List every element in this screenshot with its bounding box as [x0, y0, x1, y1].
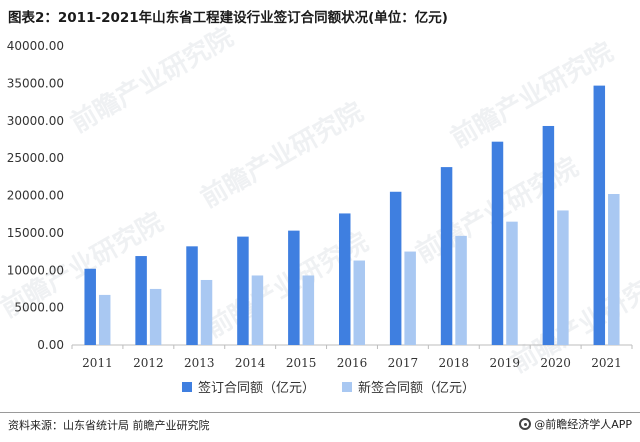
- brand-label: @前瞻经济学人APP: [519, 416, 632, 432]
- bar-signed-contract: [593, 85, 606, 346]
- x-tick-label: 2019: [489, 356, 520, 370]
- bar-new-contract: [149, 288, 162, 345]
- bar-signed-contract: [135, 256, 147, 345]
- y-tick-label: 40000.00: [7, 39, 64, 53]
- legend-label: 签订合同额（亿元）: [198, 380, 315, 396]
- brand-text: @前瞻经济学人APP: [534, 418, 632, 431]
- x-tick-label: 2020: [540, 356, 571, 370]
- bar-signed-contract: [288, 230, 300, 345]
- bar-new-contract: [557, 210, 569, 345]
- bar-new-contract: [200, 279, 213, 345]
- bar-new-contract: [302, 275, 315, 345]
- bar-new-contract: [98, 294, 111, 345]
- bar-signed-contract: [440, 167, 453, 345]
- source-note: 资料来源：山东省统计局 前瞻产业研究院: [8, 419, 210, 432]
- x-tick-label: 2021: [591, 356, 622, 370]
- legend-label: 新签合同额（亿元）: [358, 380, 475, 396]
- x-tick-label: 2018: [439, 356, 470, 370]
- y-tick-label: 0.00: [37, 338, 64, 352]
- x-tick-label: 2012: [133, 356, 164, 370]
- x-tick-label: 2013: [184, 356, 215, 370]
- x-tick-label: 2011: [82, 356, 113, 370]
- y-tick-label: 10000.00: [7, 263, 64, 277]
- bar-signed-contract: [237, 236, 249, 345]
- bar-new-contract: [506, 221, 518, 345]
- y-tick-label: 25000.00: [7, 151, 64, 165]
- y-tick-label: 30000.00: [7, 114, 64, 128]
- bar-signed-contract: [389, 191, 402, 345]
- bar-new-contract: [608, 194, 620, 345]
- x-tick-label: 2015: [286, 356, 317, 370]
- y-tick-label: 35000.00: [7, 76, 64, 90]
- y-tick-label: 20000.00: [7, 189, 64, 203]
- legend-swatch: [182, 382, 192, 392]
- y-tick-label: 5000.00: [14, 301, 64, 315]
- bar-new-contract: [353, 260, 365, 345]
- legend-swatch: [342, 382, 352, 392]
- y-tick-label: 15000.00: [7, 226, 64, 240]
- bar-signed-contract: [339, 213, 351, 345]
- bar-new-contract: [455, 235, 467, 345]
- x-tick-label: 2016: [337, 356, 368, 370]
- bar-signed-contract: [542, 125, 555, 345]
- footer-divider: [0, 412, 640, 413]
- bar-new-contract: [404, 251, 416, 345]
- x-tick-label: 2014: [235, 356, 266, 370]
- chart-title: 图表2：2011-2021年山东省工程建设行业签订合同额状况(单位：亿元): [8, 10, 448, 26]
- brand-logo-icon: [519, 418, 532, 430]
- bar-signed-contract: [491, 141, 504, 345]
- bar-signed-contract: [186, 246, 198, 345]
- x-tick-label: 2017: [388, 356, 419, 370]
- bar-signed-contract: [84, 268, 96, 345]
- bar-new-contract: [251, 275, 264, 345]
- bar-chart: 0.00 5000.00 10000.00 15000.00 20000.00 25000…: [7, 39, 633, 396]
